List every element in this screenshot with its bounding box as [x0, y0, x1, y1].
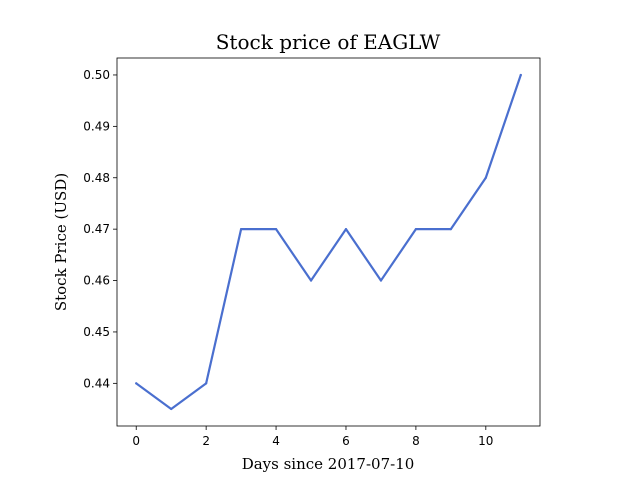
data-point-9 [449, 228, 452, 231]
y-tick-label: 0.49 [83, 119, 110, 133]
data-point-8 [414, 228, 417, 231]
plot-frame [116, 57, 541, 427]
y-tick-label: 0.48 [83, 171, 110, 185]
y-axis-label: Stock Price (USD) [52, 173, 70, 311]
data-point-0 [135, 382, 138, 385]
y-tick-label: 0.45 [83, 325, 110, 339]
data-point-10 [484, 176, 487, 179]
plot-area [135, 73, 522, 411]
series-line-0 [135, 73, 522, 411]
data-point-3 [240, 228, 243, 231]
y-tick-label: 0.47 [83, 222, 110, 236]
data-point-11 [519, 73, 522, 77]
x-tick-label: 4 [272, 434, 280, 448]
data-point-1 [170, 407, 173, 411]
data-point-4 [274, 228, 278, 231]
y-tick-label: 0.44 [83, 376, 110, 390]
x-tick-label: 8 [412, 434, 420, 448]
x-axis-label: Days since 2017-07-10 [242, 455, 415, 473]
x-tick-label: 0 [132, 434, 140, 448]
data-point-6 [344, 228, 348, 231]
x-tick-label: 6 [342, 434, 350, 448]
y-tick-label: 0.50 [83, 68, 110, 82]
y-tick-label: 0.46 [83, 274, 110, 288]
data-point-5 [309, 279, 313, 282]
x-tick-label: 2 [202, 434, 210, 448]
y-axis: 0.44 0.45 0.46 0.47 0.48 0.49 0.50 [83, 68, 117, 390]
x-tick-label: 10 [478, 434, 493, 448]
data-point-7 [379, 279, 383, 282]
chart-title: Stock price of EAGLW [216, 30, 441, 54]
data-point-2 [205, 382, 208, 385]
x-axis: 0 2 4 6 8 10 [132, 426, 493, 448]
